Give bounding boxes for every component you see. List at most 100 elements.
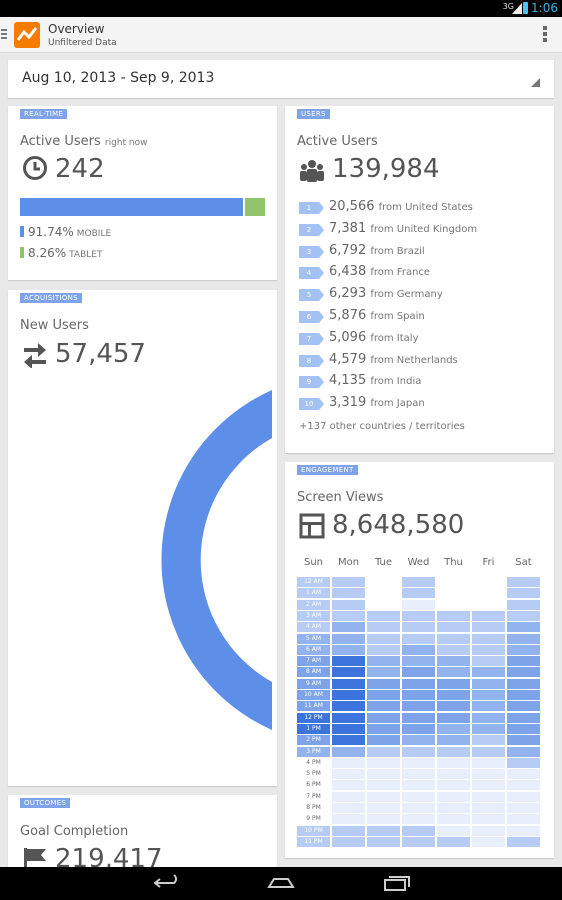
heatmap-cell — [367, 814, 400, 825]
screen-views-count: 8,648,580 — [332, 510, 465, 540]
country-row[interactable]: 1 20,566 from United States — [299, 199, 539, 217]
country-row[interactable]: 5 6,293 from Germany — [299, 286, 539, 304]
country-row[interactable]: 3 6,792 from Brazil — [299, 243, 539, 261]
heatmap-hour-label: 9 PM — [297, 814, 330, 825]
heatmap-cell — [437, 825, 470, 836]
signal-icon — [512, 3, 522, 14]
country-name: from United States — [378, 202, 473, 213]
system-navigation-bar — [0, 867, 562, 900]
country-row[interactable]: 4 6,438 from France — [299, 264, 539, 282]
heatmap-cell — [367, 667, 400, 678]
realtime-tag: REAL-TIME — [20, 109, 68, 119]
engagement-card[interactable]: ENGAGEMENT Screen Views 8,648,580 Sun Mon… — [285, 462, 554, 858]
acquisitions-tag: ACQUISITIONS — [20, 293, 82, 303]
heatmap-cell — [367, 701, 400, 712]
heatmap-hour-label: 8 PM — [297, 803, 330, 813]
outcomes-title: Goal Completion — [20, 824, 129, 839]
users-card[interactable]: USERS Active Users 139,984 1 20,566 from … — [285, 106, 554, 453]
date-range-label: Aug 10, 2013 - Sep 9, 2013 — [22, 70, 215, 86]
heatmap-cell — [367, 678, 400, 689]
heatmap-hour-label: 12 AM — [297, 577, 330, 587]
heatmap-hour-label: 11 PM — [297, 836, 330, 847]
heatmap-cell — [402, 622, 435, 633]
heatmap-cell — [332, 814, 365, 825]
heatmap-cell — [367, 746, 400, 757]
heatmap-cell — [507, 633, 540, 644]
heatmap-cell — [437, 712, 470, 723]
view-subtitle[interactable]: Unfiltered Data — [48, 38, 117, 48]
country-row[interactable]: 7 5,096 from Italy — [299, 330, 539, 348]
country-row[interactable]: 8 4,579 from Netherlands — [299, 352, 539, 370]
heatmap-day-header: Fri — [482, 557, 495, 568]
heatmap-cell — [507, 803, 540, 813]
heatmap-hour-label: 9 AM — [297, 678, 330, 689]
drawer-icon[interactable] — [1, 29, 7, 41]
back-icon[interactable] — [152, 873, 182, 893]
country-row[interactable]: 9 4,135 from India — [299, 373, 539, 391]
heatmap-hour-label: 5 PM — [297, 769, 330, 780]
heatmap-day-header: Tue — [374, 557, 393, 568]
mobile-legend: 91.74% MOBILE — [20, 225, 111, 239]
country-row[interactable]: 10 3,319 from Japan — [299, 395, 539, 413]
heatmap-cell — [507, 735, 540, 746]
rank-badge: 7 — [299, 332, 324, 345]
heatmap-cell — [402, 836, 435, 847]
screen-layout-icon — [299, 513, 325, 539]
heatmap-cell — [472, 610, 505, 621]
heatmap-cell — [332, 622, 365, 633]
heatmap-cell — [332, 803, 365, 813]
heatmap-cell — [402, 757, 435, 768]
heatmap-cell — [507, 791, 540, 802]
heatmap-cell — [367, 791, 400, 802]
outcomes-card[interactable]: OUTCOMES Goal Completion 219,417 — [8, 795, 277, 875]
heatmap-cell — [332, 599, 365, 610]
heatmap-cell — [402, 678, 435, 689]
heatmap-cell — [437, 678, 470, 689]
heatmap-cell — [472, 723, 505, 734]
heatmap-cell — [367, 825, 400, 836]
heatmap-cell — [332, 791, 365, 802]
realtime-card[interactable]: REAL-TIME Active Users right now 242 91.… — [8, 106, 277, 280]
country-count: 4,135 from India — [329, 373, 422, 389]
app-title[interactable]: Overview — [48, 22, 105, 36]
heatmap-cell — [437, 622, 470, 633]
heatmap-cell — [402, 791, 435, 802]
heatmap-cell — [332, 723, 365, 734]
heatmap-cell — [507, 610, 540, 621]
heatmap-cell — [367, 803, 400, 813]
heatmap-cell — [402, 610, 435, 621]
country-name: from Spain — [370, 311, 425, 322]
heatmap-cell — [472, 588, 505, 599]
other-countries-link[interactable]: +137 other countries / territories — [299, 421, 465, 432]
heatmap-hour-label: 3 AM — [297, 610, 330, 621]
country-row[interactable]: 2 7,381 from United Kingdom — [299, 221, 539, 239]
realtime-active-count: 242 — [55, 154, 105, 184]
engagement-title: Screen Views — [297, 490, 384, 505]
outcomes-tag: OUTCOMES — [20, 798, 71, 808]
country-name: from Germany — [370, 289, 443, 301]
heatmap-cell — [507, 667, 540, 678]
heatmap-cell — [437, 644, 470, 655]
date-range-selector[interactable]: Aug 10, 2013 - Sep 9, 2013 — [8, 60, 554, 98]
mobile-segment — [20, 198, 243, 216]
heatmap-cell — [402, 723, 435, 734]
heatmap-hour-label: 1 AM — [297, 588, 330, 599]
heatmap-cell — [507, 836, 540, 847]
home-icon[interactable] — [266, 873, 296, 893]
heatmap-cell — [437, 769, 470, 780]
heatmap-cell — [332, 735, 365, 746]
heatmap-cell — [437, 746, 470, 757]
analytics-logo-icon[interactable] — [14, 22, 40, 48]
users-title: Active Users — [297, 134, 378, 149]
country-count: 3,319 from Japan — [329, 395, 425, 411]
heatmap-cell — [507, 780, 540, 791]
acquisitions-title: New Users — [20, 318, 89, 333]
heatmap-cell — [437, 791, 470, 802]
country-row[interactable]: 6 5,876 from Spain — [299, 308, 539, 326]
country-name: from France — [370, 267, 431, 279]
heatmap-cell — [367, 656, 400, 667]
overflow-menu-icon[interactable] — [543, 26, 547, 44]
heatmap-cell — [332, 690, 365, 700]
acquisitions-card[interactable]: ACQUISITIONS New Users 57,457 — [8, 290, 277, 786]
recent-apps-icon[interactable] — [381, 873, 411, 893]
